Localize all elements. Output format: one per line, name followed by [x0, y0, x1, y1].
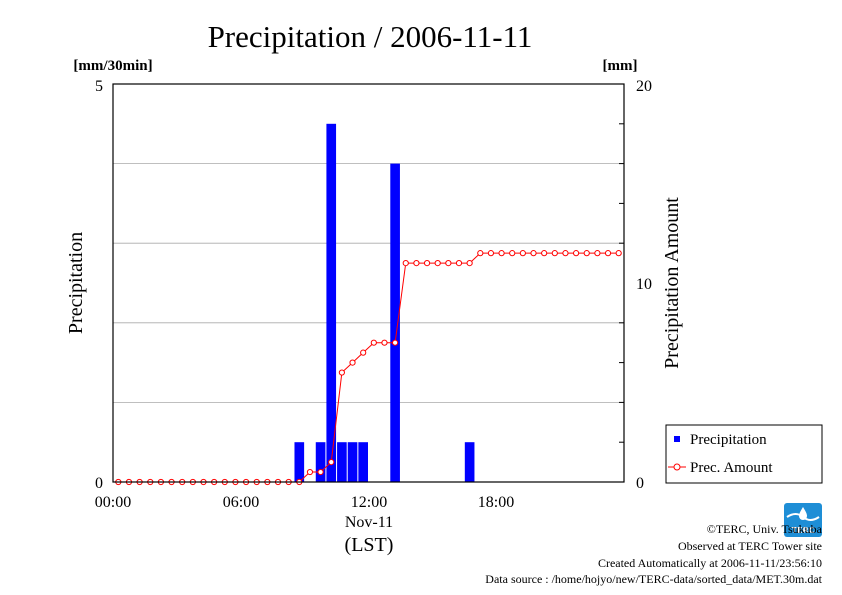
chart-title: Precipitation / 2006-11-11 — [208, 19, 533, 54]
legend: Precipitation Prec. Amount — [665, 424, 823, 484]
amount-point-2300 — [604, 250, 612, 257]
amount-point-1500 — [434, 260, 441, 267]
left-axis-unit: [mm/30min] — [73, 58, 152, 74]
grid-lines — [113, 163, 624, 403]
amount-point-2000 — [541, 250, 548, 257]
amount-point-1700 — [477, 250, 484, 257]
amount-point-2100 — [562, 250, 569, 257]
amount-point-1030 — [338, 369, 345, 376]
amount-point-1430 — [423, 260, 431, 267]
legend-precipitation-label: Precipitation — [690, 432, 767, 448]
x-date-label: Nov-11 — [345, 514, 393, 531]
terc-logo: TERC — [784, 503, 822, 537]
x-axis-label: (LST) — [345, 534, 394, 556]
credit-copyright: ©TERC, Univ. Tsukuba — [706, 522, 822, 536]
x-tick-label-1200: 12:00 — [351, 494, 387, 511]
amount-point-1830 — [509, 250, 516, 257]
legend-precipitation-swatch — [674, 436, 680, 442]
x-tick-label-0000: 00:00 — [95, 494, 131, 511]
amount-point-1530 — [445, 260, 452, 267]
precip-bar-1300 — [390, 163, 400, 482]
amount-point-0900 — [306, 468, 314, 476]
precip-bar-0830 — [294, 442, 305, 482]
legend-amount-marker — [673, 463, 681, 471]
amount-point-2130 — [572, 250, 580, 257]
amount-point-1100 — [349, 359, 356, 366]
svg-text:TERC: TERC — [792, 526, 815, 535]
left-axis-label: Precipitation — [65, 232, 87, 334]
amount-point-1930 — [530, 250, 537, 257]
amount-point-1000 — [328, 459, 335, 466]
precip-bar-1030 — [337, 442, 347, 482]
amount-point-1200 — [370, 339, 377, 346]
y-tick-label-right-0: 0 — [636, 475, 644, 492]
x-tick-label-0600: 06:00 — [223, 494, 259, 511]
credit-created: Created Automatically at 2006-11-11/23:5… — [597, 556, 822, 570]
amount-point-1230 — [381, 339, 388, 346]
amount-point-1900 — [519, 250, 526, 257]
minor-ticks — [619, 123, 624, 443]
precip-bar-1000 — [326, 123, 337, 483]
amount-point-1600 — [455, 260, 463, 267]
credit-data-source: Data source : /home/hojyo/new/TERC-data/… — [485, 572, 822, 586]
amount-point-1330 — [402, 260, 409, 267]
precip-bar-1100 — [347, 442, 358, 482]
amount-point-2030 — [551, 250, 558, 257]
y-tick-label-left-0: 0 — [95, 475, 103, 492]
amount-point-1730 — [487, 250, 495, 257]
y-tick-label-right-20: 20 — [636, 78, 652, 95]
right-axis-unit: [mm] — [603, 58, 638, 74]
amount-point-2200 — [583, 250, 590, 257]
right-axis-label: Precipitation Amount — [661, 197, 683, 369]
precip-bar-1130 — [358, 442, 368, 482]
amount-point-1630 — [466, 260, 473, 267]
amount-point-2230 — [594, 250, 601, 257]
amount-point-2330 — [615, 250, 622, 257]
amount-point-1130 — [360, 349, 367, 356]
plot-background — [113, 84, 624, 482]
y-tick-label-right-10: 10 — [636, 276, 652, 293]
precip-bar-1630 — [464, 442, 475, 482]
x-tick-label-1800: 18:00 — [478, 494, 514, 511]
amount-point-1400 — [413, 260, 420, 267]
credit-observed: Observed at TERC Tower site — [677, 539, 822, 553]
amount-point-1800 — [498, 250, 505, 257]
legend-amount-label: Prec. Amount — [690, 460, 773, 476]
amount-point-0930 — [317, 468, 324, 476]
plot-frame — [112, 83, 625, 483]
amount-point-1300 — [392, 339, 399, 346]
precipitation-bars — [294, 123, 475, 483]
legend-box — [665, 424, 823, 484]
precip-bar-0930 — [315, 442, 326, 482]
y-tick-label-left-5: 5 — [95, 78, 103, 95]
